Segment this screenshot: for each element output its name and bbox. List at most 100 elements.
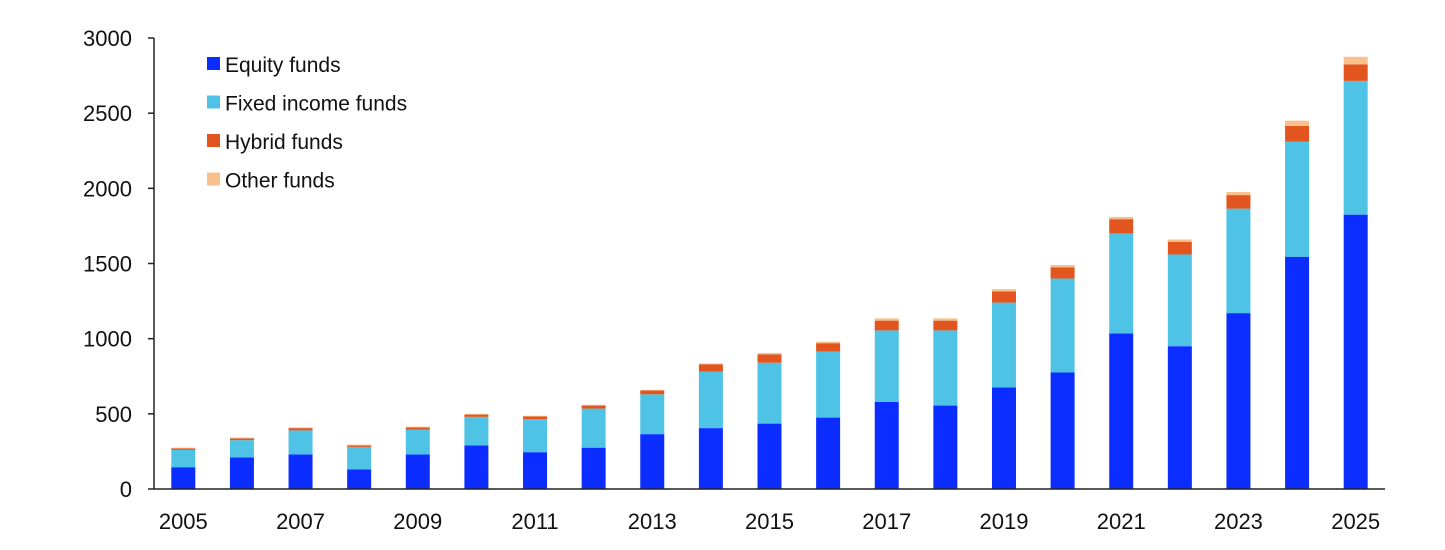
bar-segment — [991, 387, 1016, 489]
bar-segment — [464, 413, 489, 415]
bar-segment — [1109, 233, 1134, 334]
bar-segment — [347, 444, 372, 446]
bar-segment — [933, 405, 958, 489]
bar-segment — [698, 428, 723, 489]
bar-segment — [1226, 192, 1251, 196]
bar-segment — [1109, 219, 1134, 234]
x-tick-label: 2025 — [1331, 509, 1380, 534]
bar-segment — [171, 467, 196, 489]
bar-segment — [288, 428, 313, 431]
bar-segment — [874, 401, 899, 489]
bar-segment — [874, 320, 899, 331]
bar-segment — [1050, 372, 1075, 489]
bar-segment — [991, 302, 1016, 388]
bar-segment — [816, 341, 841, 344]
bar-segment — [1167, 239, 1192, 242]
bar-segment — [1285, 125, 1310, 142]
y-tick-label: 1500 — [83, 252, 132, 277]
legend-label: Other funds — [225, 170, 335, 193]
bar-segment — [347, 446, 372, 470]
bar-segment — [288, 427, 313, 429]
bar-segment — [757, 423, 782, 489]
bar-segment — [405, 429, 430, 455]
bar-segment — [1226, 208, 1251, 314]
bar-segment — [640, 434, 665, 489]
bar-segment — [464, 416, 489, 446]
bar-segment — [581, 405, 606, 409]
bar-segment — [523, 416, 548, 420]
bar-segment — [757, 354, 782, 363]
bar-segment — [1167, 346, 1192, 489]
bar-segment — [405, 427, 430, 430]
bar-segment — [991, 289, 1016, 292]
bar-segment — [405, 426, 430, 428]
y-tick-label: 2000 — [83, 176, 132, 201]
bar-segment — [1343, 56, 1368, 65]
bar-segment — [581, 408, 606, 448]
bar-segment — [171, 449, 196, 468]
bar-segment — [1343, 214, 1368, 489]
bar-segment — [874, 330, 899, 402]
bar-segment — [698, 363, 723, 365]
bar-segment — [874, 318, 899, 321]
bar-segment — [1109, 216, 1134, 220]
bar-segment — [1050, 278, 1075, 373]
x-tick-label: 2009 — [393, 509, 442, 534]
bar-segment — [1343, 64, 1368, 81]
legend-swatch — [207, 57, 220, 70]
bars-layer — [171, 56, 1368, 489]
legend: Equity funds Fixed income funds Hybrid fun… — [207, 54, 407, 193]
bar-segment — [640, 389, 665, 391]
bar-segment — [933, 330, 958, 406]
bar-segment — [581, 447, 606, 489]
bar-segment — [1285, 120, 1310, 126]
x-tick-label: 2011 — [511, 509, 558, 534]
bar-segment — [816, 417, 841, 489]
x-tick-label: 2017 — [862, 509, 911, 534]
bar-segment — [1167, 241, 1192, 255]
y-axis-ticks: 0 500 1000 1500 2000 2500 3000 — [83, 26, 154, 502]
bar-segment — [229, 457, 254, 489]
bar-segment — [1226, 195, 1251, 209]
y-tick-label: 500 — [95, 402, 132, 427]
x-tick-label: 2007 — [276, 509, 325, 534]
bar-segment — [698, 364, 723, 372]
x-axis-ticks: 2005 2007 2009 2011 2013 2015 2017 2019 2021 2023… — [159, 509, 1380, 534]
bar-segment — [757, 362, 782, 424]
legend-swatch — [207, 95, 220, 109]
bar-segment — [933, 320, 958, 331]
legend-swatch — [207, 172, 220, 186]
bar-segment — [816, 351, 841, 418]
bar-segment — [347, 445, 372, 447]
bar-segment — [288, 430, 313, 455]
bar-segment — [523, 419, 548, 453]
bar-segment — [405, 454, 430, 489]
bar-segment — [288, 454, 313, 489]
bar-segment — [229, 440, 254, 458]
bar-segment — [1050, 267, 1075, 279]
bar-segment — [698, 371, 723, 429]
bar-segment — [640, 394, 665, 435]
bar-segment — [1285, 256, 1310, 489]
bar-segment — [171, 447, 196, 449]
bar-segment — [816, 343, 841, 352]
bar-segment — [347, 469, 372, 489]
bar-segment — [1226, 313, 1251, 489]
bar-segment — [523, 452, 548, 489]
bar-segment — [229, 438, 254, 441]
legend-label: Hybrid funds — [225, 131, 343, 154]
bar-segment — [640, 390, 665, 395]
legend-label: Fixed income funds — [225, 93, 407, 116]
bar-segment — [464, 414, 489, 417]
x-tick-label: 2005 — [159, 509, 208, 534]
y-tick-label: 1000 — [83, 327, 132, 352]
x-tick-label: 2013 — [628, 509, 677, 534]
x-tick-label: 2015 — [745, 509, 794, 534]
bar-segment — [1343, 80, 1368, 215]
bar-segment — [1167, 254, 1192, 347]
bar-segment — [229, 437, 254, 439]
bar-segment — [757, 352, 782, 355]
x-tick-label: 2023 — [1214, 509, 1263, 534]
bar-segment — [933, 318, 958, 321]
